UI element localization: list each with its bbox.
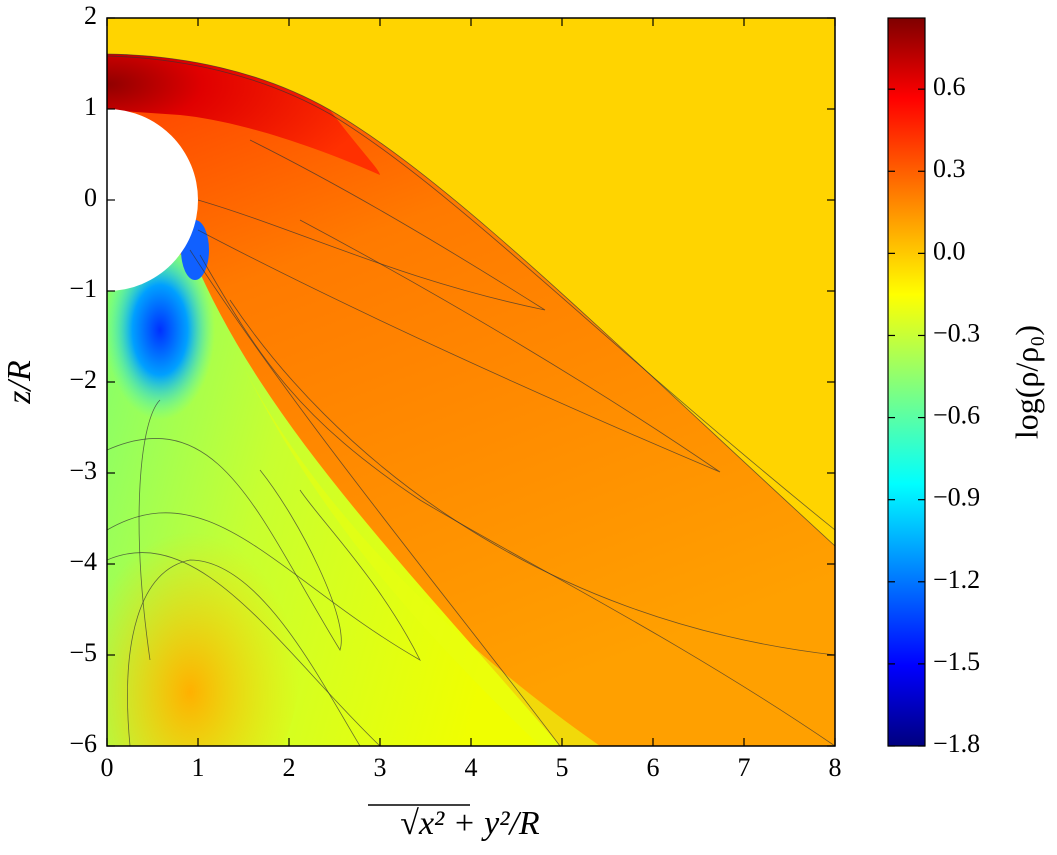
x-tick-label: 5 xyxy=(556,753,569,782)
colorbar-tick-label: −1.2 xyxy=(933,565,980,594)
colorbar-tick-label: −0.3 xyxy=(933,318,980,347)
x-tick-label: 1 xyxy=(192,753,205,782)
y-axis-label: z/R xyxy=(1,360,38,405)
colorbar xyxy=(887,17,926,747)
x-tick-label: 2 xyxy=(283,753,296,782)
x-axis-label: √x² + y²/R xyxy=(400,805,540,842)
x-tick-label: 8 xyxy=(829,753,842,782)
y-tick-label: −5 xyxy=(69,638,97,667)
colorbar-tick-label: 0.3 xyxy=(933,154,966,183)
x-tick-label: 7 xyxy=(738,753,751,782)
colorbar-tick-label: −0.9 xyxy=(933,483,980,512)
x-tick-label: 3 xyxy=(374,753,387,782)
x-tick-label: 4 xyxy=(465,753,478,782)
colorbar-tick-label: −1.5 xyxy=(933,647,980,676)
x-tick-label: 0 xyxy=(101,753,114,782)
x-tick-label: 6 xyxy=(647,753,660,782)
colorbar-tick-label: 0.6 xyxy=(933,72,966,101)
y-tick-label: 2 xyxy=(84,1,97,30)
y-tick-label: 1 xyxy=(84,92,97,121)
y-tick-label: 0 xyxy=(84,183,97,212)
colorbar-tick-label: 0.0 xyxy=(933,236,966,265)
y-tick-label: −4 xyxy=(69,547,97,576)
colorbar-tick-label: −0.6 xyxy=(933,401,980,430)
colorbar-tick-label: −1.8 xyxy=(933,729,980,758)
y-tick-label: −2 xyxy=(69,365,97,394)
y-tick-label: −1 xyxy=(69,274,97,303)
colorbar-label: log(ρ/ρ₀) xyxy=(1008,325,1044,439)
y-tick-label: −6 xyxy=(69,729,97,758)
y-tick-label: −3 xyxy=(69,456,97,485)
density-field xyxy=(107,18,835,746)
